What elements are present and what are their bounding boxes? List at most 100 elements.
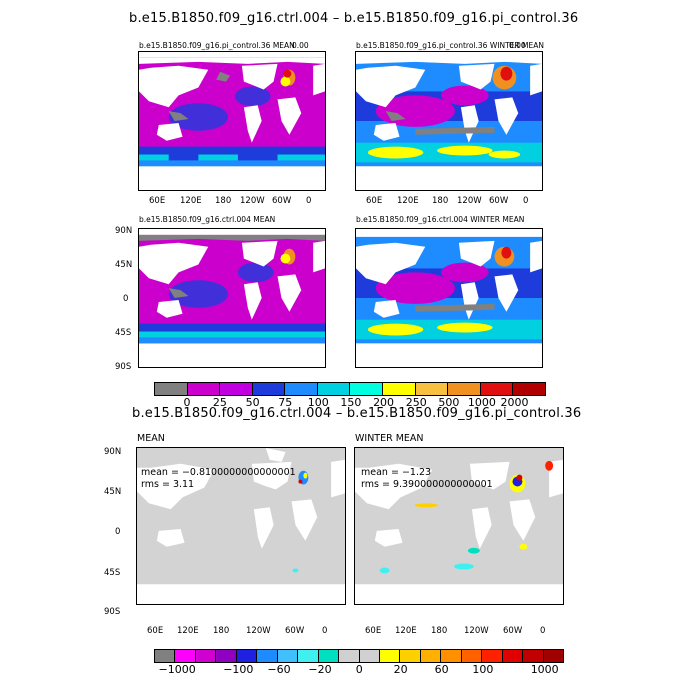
- colorbar-label: 150: [340, 396, 362, 409]
- colorbar-label: 75: [278, 396, 293, 409]
- colorbar-swatch: [236, 650, 258, 662]
- colorbar-swatch: [461, 650, 483, 662]
- colorbar-swatch: [441, 650, 462, 662]
- lat-tick: 90S: [104, 607, 121, 617]
- colorbar-label: 60: [434, 663, 449, 676]
- colorbar-difference: [154, 649, 564, 663]
- lon-tick: 120W: [457, 196, 482, 206]
- lon-tick: 120E: [180, 196, 202, 206]
- figure-title-top: b.e15.B1850.f09_g16.ctrl.004 – b.e15.B18…: [129, 11, 579, 26]
- lat-tick: 45N: [104, 487, 122, 497]
- map-panel-ctrl-mean: [138, 228, 326, 368]
- colorbar-swatch: [350, 383, 384, 395]
- colorbar-swatch: [285, 383, 318, 395]
- map-panel-pi-winter: [355, 51, 543, 191]
- colorbar-swatch: [317, 383, 351, 395]
- colorbar-swatch: [543, 650, 564, 662]
- lat-tick: 45S: [104, 568, 121, 578]
- figure-title-bottom: b.e15.B1850.f09_g16.ctrl.004 – b.e15.B18…: [132, 406, 582, 421]
- colorbar-label: 2000: [500, 396, 529, 409]
- panel-corner-top-left: 0.00: [292, 41, 309, 50]
- colorbar-label: −20: [308, 663, 332, 676]
- lat-tick: 45S: [115, 328, 132, 338]
- colorbar-swatch: [187, 383, 221, 395]
- panel-label-top-right: b.e15.B1850.f09_g16.pi_control.36 WINTER…: [356, 41, 544, 50]
- lat-tick: 0: [115, 527, 121, 537]
- colorbar-swatch: [298, 650, 319, 662]
- lon-tick: 0: [540, 626, 546, 636]
- lon-tick: 60E: [365, 626, 382, 636]
- colorbar-swatch: [339, 650, 360, 662]
- panel-label-diff-winter: WINTER MEAN: [355, 433, 424, 444]
- lon-tick: 0: [523, 196, 529, 206]
- diff-rms-value-left: rms = 3.11: [141, 479, 195, 490]
- colorbar-swatch: [513, 383, 545, 395]
- lon-tick: 60W: [272, 196, 292, 206]
- panel-corner-top-right: 0.00: [509, 41, 526, 50]
- lon-tick: 180: [431, 626, 448, 636]
- colorbar-label: 25: [212, 396, 227, 409]
- colorbar-swatch: [257, 650, 278, 662]
- lon-tick: 120W: [240, 196, 265, 206]
- colorbar-swatch: [359, 650, 380, 662]
- map-panel-diff-winter: [354, 447, 564, 605]
- colorbar-swatch: [318, 650, 340, 662]
- lon-tick: 60W: [489, 196, 509, 206]
- lon-tick: 120E: [177, 626, 199, 636]
- lon-tick: 60E: [147, 626, 164, 636]
- colorbar-swatch: [252, 383, 286, 395]
- colorbar-label: 1000: [467, 396, 496, 409]
- colorbar-swatch: [155, 650, 176, 662]
- colorbar-swatch: [195, 650, 217, 662]
- colorbar-label: 50: [245, 396, 260, 409]
- colorbar-label: 1000: [530, 663, 559, 676]
- colorbar-swatch: [379, 650, 401, 662]
- panel-label-diff-mean: MEAN: [137, 433, 165, 444]
- lon-tick: 120E: [395, 626, 417, 636]
- colorbar-swatch: [216, 650, 237, 662]
- colorbar-swatch: [383, 383, 416, 395]
- panel-label-top-left: b.e15.B1850.f09_g16.pi_control.36 MEAN: [139, 41, 295, 50]
- lat-tick: 0: [123, 294, 129, 304]
- lon-tick: 60E: [149, 196, 166, 206]
- diff-mean-value-right: mean = −1.23: [361, 467, 432, 478]
- lon-tick: 120W: [464, 626, 489, 636]
- lon-tick: 60E: [366, 196, 383, 206]
- lon-tick: 120W: [246, 626, 271, 636]
- colorbar-label: 0: [183, 396, 191, 409]
- lat-tick: 45N: [115, 260, 133, 270]
- diff-mean-value-left: mean = −0.8100000000000001: [141, 467, 296, 478]
- colorbar-swatch: [482, 650, 503, 662]
- lon-tick: 0: [322, 626, 328, 636]
- lon-tick: 60W: [285, 626, 305, 636]
- colorbar-swatch: [448, 383, 481, 395]
- colorbar-swatch: [220, 383, 253, 395]
- lon-tick: 180: [215, 196, 232, 206]
- colorbar-swatch: [502, 650, 524, 662]
- colorbar-label: −60: [267, 663, 291, 676]
- lat-tick: 90S: [115, 362, 132, 372]
- lon-tick: 120E: [397, 196, 419, 206]
- colorbar-label: 20: [393, 663, 408, 676]
- colorbar-label: 250: [405, 396, 427, 409]
- colorbar-swatch: [400, 650, 421, 662]
- colorbar-label: −1000: [158, 663, 196, 676]
- lon-tick: 180: [213, 626, 230, 636]
- colorbar-label: 500: [438, 396, 460, 409]
- colorbar-label: 0: [355, 663, 363, 676]
- map-panel-pi-mean: [138, 51, 326, 191]
- map-panel-ctrl-winter: [355, 228, 543, 368]
- colorbar-label: 100: [307, 396, 329, 409]
- colorbar-swatch: [175, 650, 196, 662]
- lat-tick: 90N: [115, 226, 133, 236]
- colorbar-swatch: [155, 383, 188, 395]
- map-panel-diff-mean: [136, 447, 346, 605]
- colorbar-label: 200: [373, 396, 395, 409]
- lon-tick: 60W: [503, 626, 523, 636]
- lon-tick: 0: [306, 196, 312, 206]
- colorbar-swatch: [523, 650, 544, 662]
- colorbar-swatch: [420, 650, 442, 662]
- colorbar-magnitude: [154, 382, 546, 396]
- lon-tick: 180: [432, 196, 449, 206]
- colorbar-label: 100: [472, 663, 494, 676]
